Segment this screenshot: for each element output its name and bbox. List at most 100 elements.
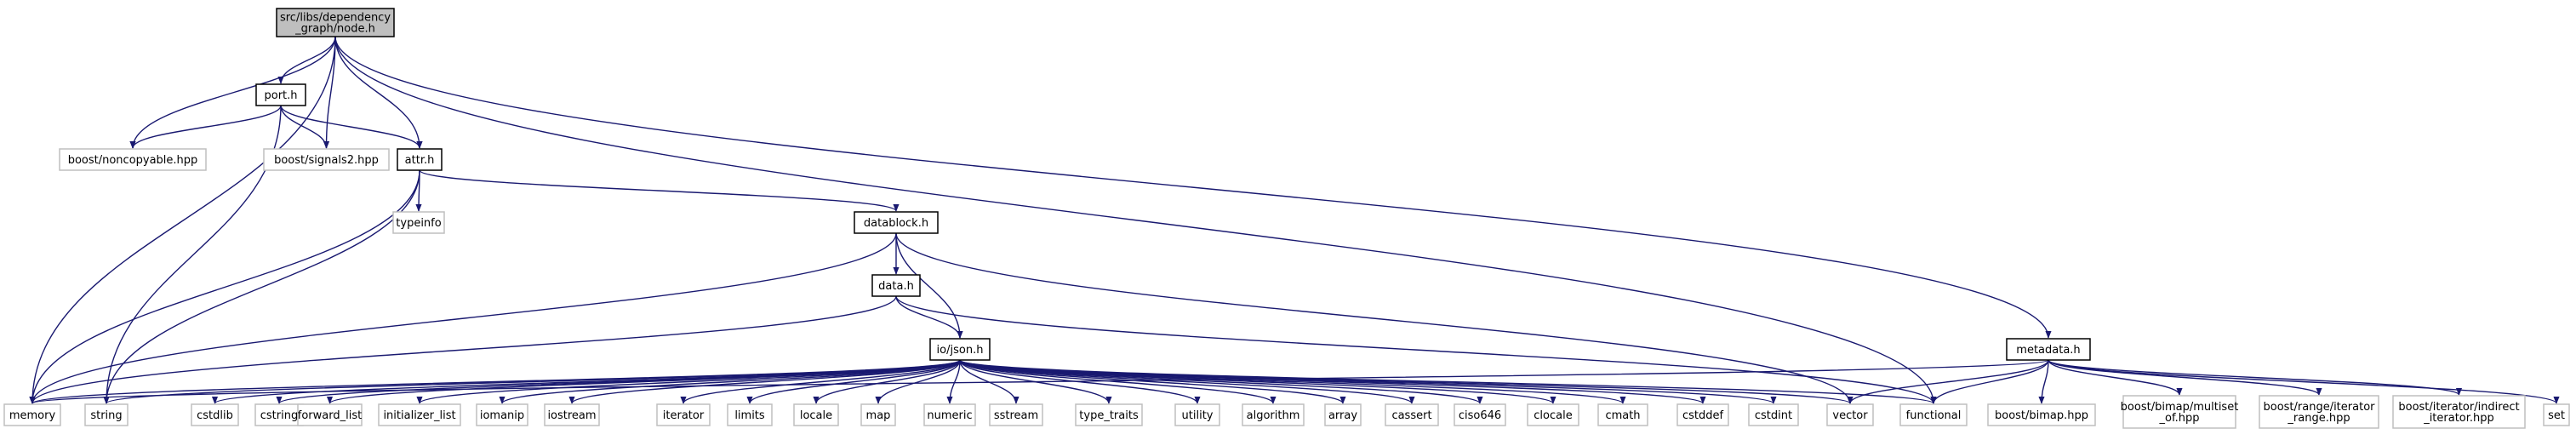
node-box (1676, 403, 1729, 426)
node-label: boost/bimap.hpp (1995, 409, 2088, 422)
node-label: io/json.h (937, 344, 984, 357)
node-label: array (1328, 409, 1357, 422)
node-label: functional (1906, 409, 1962, 422)
node-noncopyable: boost/noncopyable.hpp (59, 148, 207, 171)
node-label: limits (734, 409, 765, 422)
edge-attr_h-to-datablock_h (419, 169, 900, 212)
node-label: numeric (927, 409, 972, 422)
node-vector: vector (1826, 403, 1874, 426)
node-label: algorithm (1247, 409, 1300, 422)
node-iomanip: iomanip (476, 403, 528, 426)
node-box (854, 211, 939, 234)
node-label: boost/range/iterator (2263, 401, 2375, 414)
edge-json_h-to-limits (746, 359, 961, 404)
node-label: string (90, 409, 122, 422)
edge-metadata_h-to-functional (1930, 359, 2049, 404)
node-attr-h[interactable]: attr.h (397, 148, 443, 171)
node-node-h[interactable]: src/libs/dependency_graph/node.h (276, 8, 395, 37)
node-iterator-range: boost/range/iterator_range.hpp (2259, 395, 2379, 429)
node-cassert: cassert (1385, 403, 1439, 426)
edge-port_h-to-noncopyable (129, 105, 282, 149)
node-label: set (2548, 409, 2565, 422)
node-box (263, 148, 390, 171)
node-box (656, 403, 711, 426)
edge-json_h-to-iterator (680, 359, 961, 404)
node-label: utility (1182, 409, 1214, 422)
edge-attr_h-to-typeinfo (415, 169, 422, 212)
node-box (544, 403, 600, 426)
node-box (2259, 395, 2379, 429)
node-indirect-iterator: boost/iterator/indirect_iterator.hpp (2392, 395, 2526, 429)
node-array: array (1324, 403, 1362, 426)
node-string: string (84, 403, 129, 426)
edge-datablock_h-to-json_h (895, 232, 963, 339)
node-box (2392, 395, 2526, 429)
node-label: cstring (260, 409, 298, 422)
node-box (1242, 403, 1305, 426)
edge-node_h-to-signals2 (323, 36, 336, 149)
node-label: boost/noncopyable.hpp (68, 154, 198, 167)
node-box (397, 148, 443, 171)
node-box (378, 403, 461, 426)
node-set: set (2543, 403, 2570, 426)
node-box (793, 403, 839, 426)
edge-node_h-to-port_h (277, 36, 336, 84)
node-port-h[interactable]: port.h (255, 83, 306, 106)
node-cstring: cstring (254, 403, 304, 426)
edge-metadata_h-to-set (2048, 359, 2560, 404)
node-box (59, 148, 207, 171)
node-cstdlib: cstdlib (191, 403, 239, 426)
edge-datablock_h-to-vector (895, 232, 1853, 404)
edge-node_h-to-memory (29, 36, 336, 404)
node-label: type_traits (1079, 409, 1139, 422)
node-map: map (860, 403, 896, 426)
node-box (1454, 403, 1506, 426)
node-label: attr.h (405, 154, 435, 167)
node-box (3, 403, 61, 426)
edge-node_h-to-attr_h (334, 36, 423, 149)
node-box (1987, 403, 2096, 426)
node-label: vector (1832, 409, 1868, 422)
node-box (1597, 403, 1648, 426)
node-box (392, 211, 445, 234)
node-label: cstddef (1682, 409, 1724, 422)
node-box (727, 403, 773, 426)
edge-port_h-to-signals2 (280, 105, 330, 149)
edge-json_h-to-map (875, 359, 961, 404)
node-label: forward_list (298, 409, 362, 422)
node-box (989, 403, 1043, 426)
node-data-h[interactable]: data.h (871, 274, 921, 297)
node-numeric: numeric (923, 403, 976, 426)
node-label: cstdlib (197, 409, 233, 422)
node-box (1748, 403, 1799, 426)
node-label: iomanip (480, 409, 524, 422)
node-cmath: cmath (1597, 403, 1648, 426)
edge-json_h-to-array (959, 359, 1346, 404)
edge-data_h-to-functional (895, 295, 1937, 404)
node-label: ciso646 (1459, 409, 1501, 422)
node-box (2122, 395, 2236, 429)
node-label: cassert (1391, 409, 1431, 422)
edge-metadata_h-to-vector (1847, 359, 2049, 404)
node-datablock-h[interactable]: datablock.h (854, 211, 939, 234)
node-utility: utility (1174, 403, 1220, 426)
edge-attr_h-to-memory (29, 169, 420, 404)
edge-node_h-to-noncopyable (129, 36, 336, 149)
node-label: src/libs/dependency (280, 12, 391, 25)
node-json-h[interactable]: io/json.h (929, 338, 991, 361)
edge-json_h-to-sstream (959, 359, 1020, 404)
node-label: _graph/node.h (294, 23, 375, 36)
edge-metadata_h-to-memory (30, 359, 2049, 404)
edge-json_h-to-functional (959, 359, 1937, 404)
edges-layer (29, 36, 2560, 404)
node-metadata-h[interactable]: metadata.h (2006, 338, 2091, 361)
node-box (929, 338, 991, 361)
edge-datablock_h-to-memory (29, 232, 897, 404)
node-box (1899, 403, 1968, 426)
node-label: cstdint (1755, 409, 1792, 422)
node-iterator: iterator (656, 403, 711, 426)
node-limits: limits (727, 403, 773, 426)
node-box (1324, 403, 1362, 426)
node-box (1527, 403, 1579, 426)
node-label: port.h (264, 89, 297, 102)
